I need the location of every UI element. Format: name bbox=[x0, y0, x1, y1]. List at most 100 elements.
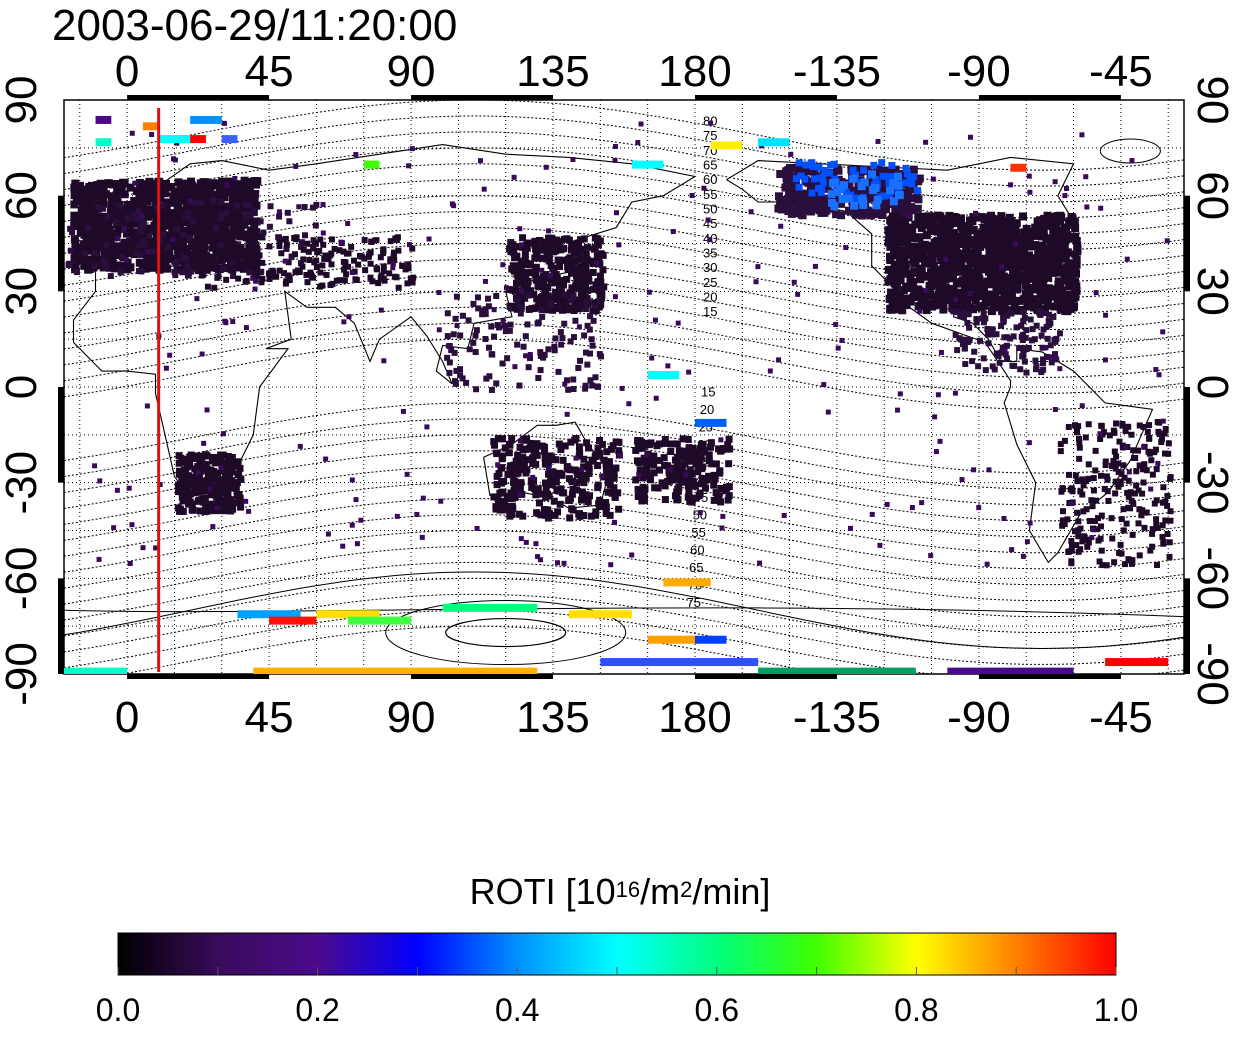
roti-cell bbox=[170, 229, 179, 238]
roti-cell bbox=[153, 246, 160, 253]
roti-cell bbox=[1148, 486, 1154, 492]
roti-cell bbox=[998, 349, 1005, 356]
roti-cell bbox=[997, 215, 1006, 224]
roti-cell bbox=[114, 225, 123, 234]
roti-cell bbox=[275, 234, 282, 241]
roti-cell bbox=[511, 263, 519, 271]
roti-cell bbox=[233, 210, 242, 219]
roti-cell bbox=[537, 557, 543, 563]
roti-cell bbox=[85, 246, 94, 255]
roti-cell bbox=[551, 277, 559, 285]
roti-cell bbox=[323, 271, 330, 278]
roti-cell bbox=[576, 279, 584, 287]
roti-cell bbox=[576, 510, 584, 518]
roti-cell bbox=[785, 194, 794, 203]
roti-cell bbox=[554, 256, 562, 264]
roti-cell bbox=[717, 498, 725, 506]
roti-cell bbox=[207, 263, 216, 272]
roti-cell bbox=[218, 198, 225, 205]
roti-cell bbox=[1040, 356, 1047, 363]
roti-cell bbox=[183, 245, 192, 254]
roti-cell bbox=[92, 249, 99, 256]
roti-cell bbox=[527, 477, 535, 485]
roti-cell bbox=[572, 317, 579, 324]
roti-cell bbox=[521, 256, 529, 264]
roti-cell bbox=[1083, 174, 1089, 180]
roti-cell bbox=[72, 186, 81, 195]
roti-cell bbox=[100, 227, 109, 236]
roti-cell bbox=[508, 302, 516, 310]
roti-cell bbox=[266, 223, 273, 230]
roti-cell bbox=[985, 248, 994, 257]
roti-cell bbox=[1153, 521, 1160, 528]
roti-cell bbox=[1098, 547, 1105, 554]
roti-cell bbox=[588, 336, 595, 343]
roti-cell bbox=[899, 222, 908, 231]
roti-cell bbox=[1021, 314, 1028, 321]
roti-cell bbox=[1062, 276, 1071, 285]
roti-cell bbox=[827, 161, 835, 169]
roti-cell bbox=[1026, 440, 1032, 446]
roti-cell bbox=[66, 260, 73, 267]
roti-band bbox=[1010, 163, 1027, 172]
roti-cell bbox=[956, 304, 965, 313]
roti-cell bbox=[1111, 559, 1118, 566]
roti-cell bbox=[542, 484, 550, 492]
roti-cell bbox=[569, 485, 577, 493]
roti-cell bbox=[273, 273, 280, 280]
roti-cell bbox=[178, 226, 187, 235]
roti-cell bbox=[1065, 548, 1072, 555]
roti-cell bbox=[649, 355, 655, 361]
roti-cell bbox=[1097, 472, 1104, 479]
roti-cell bbox=[488, 351, 495, 358]
roti-cell bbox=[1028, 337, 1035, 344]
roti-cell bbox=[647, 476, 655, 484]
roti-cell bbox=[567, 338, 574, 345]
lat-tick-label-left: 60 bbox=[0, 171, 46, 220]
roti-cell bbox=[152, 259, 161, 268]
roti-cell bbox=[204, 253, 213, 262]
roti-cell bbox=[1090, 475, 1097, 482]
frame-bar-right bbox=[1184, 578, 1190, 674]
roti-cell bbox=[928, 553, 934, 559]
contour-label: 55 bbox=[703, 187, 717, 202]
roti-cell bbox=[1112, 490, 1119, 497]
roti-cell bbox=[533, 486, 541, 494]
roti-cell bbox=[372, 237, 379, 244]
roti-cell bbox=[580, 455, 588, 463]
roti-cell bbox=[589, 342, 596, 349]
roti-cell bbox=[570, 386, 577, 393]
roti-cell bbox=[915, 174, 924, 183]
roti-cell bbox=[1066, 273, 1075, 282]
roti-cell bbox=[980, 310, 987, 317]
roti-cell bbox=[602, 509, 610, 517]
contour-label: 65 bbox=[689, 560, 703, 575]
roti-cell bbox=[94, 236, 103, 245]
roti-cell bbox=[1083, 506, 1090, 513]
roti-cell bbox=[866, 176, 875, 185]
roti-cell bbox=[548, 455, 556, 463]
roti-cell bbox=[1000, 301, 1009, 310]
roti-cell bbox=[964, 284, 973, 293]
roti-cell bbox=[917, 264, 926, 273]
roti-cell bbox=[185, 456, 193, 464]
roti-cell bbox=[986, 467, 992, 473]
roti-cell bbox=[185, 496, 193, 504]
roti-cell bbox=[524, 269, 532, 277]
roti-cell bbox=[132, 180, 138, 186]
roti-cell bbox=[199, 460, 207, 468]
roti-cell bbox=[218, 193, 227, 202]
roti-cell bbox=[591, 299, 599, 307]
roti-cell bbox=[1029, 326, 1036, 333]
roti-cell bbox=[158, 207, 167, 216]
roti-cell bbox=[639, 457, 647, 465]
roti-cell bbox=[778, 223, 784, 229]
roti-cell bbox=[235, 244, 242, 251]
roti-cell bbox=[971, 467, 977, 473]
roti-cell bbox=[523, 435, 531, 443]
roti-cell bbox=[144, 224, 153, 233]
roti-cell bbox=[214, 274, 221, 281]
roti-cell bbox=[218, 235, 225, 242]
roti-cell bbox=[95, 243, 104, 252]
roti-cell bbox=[638, 121, 644, 127]
